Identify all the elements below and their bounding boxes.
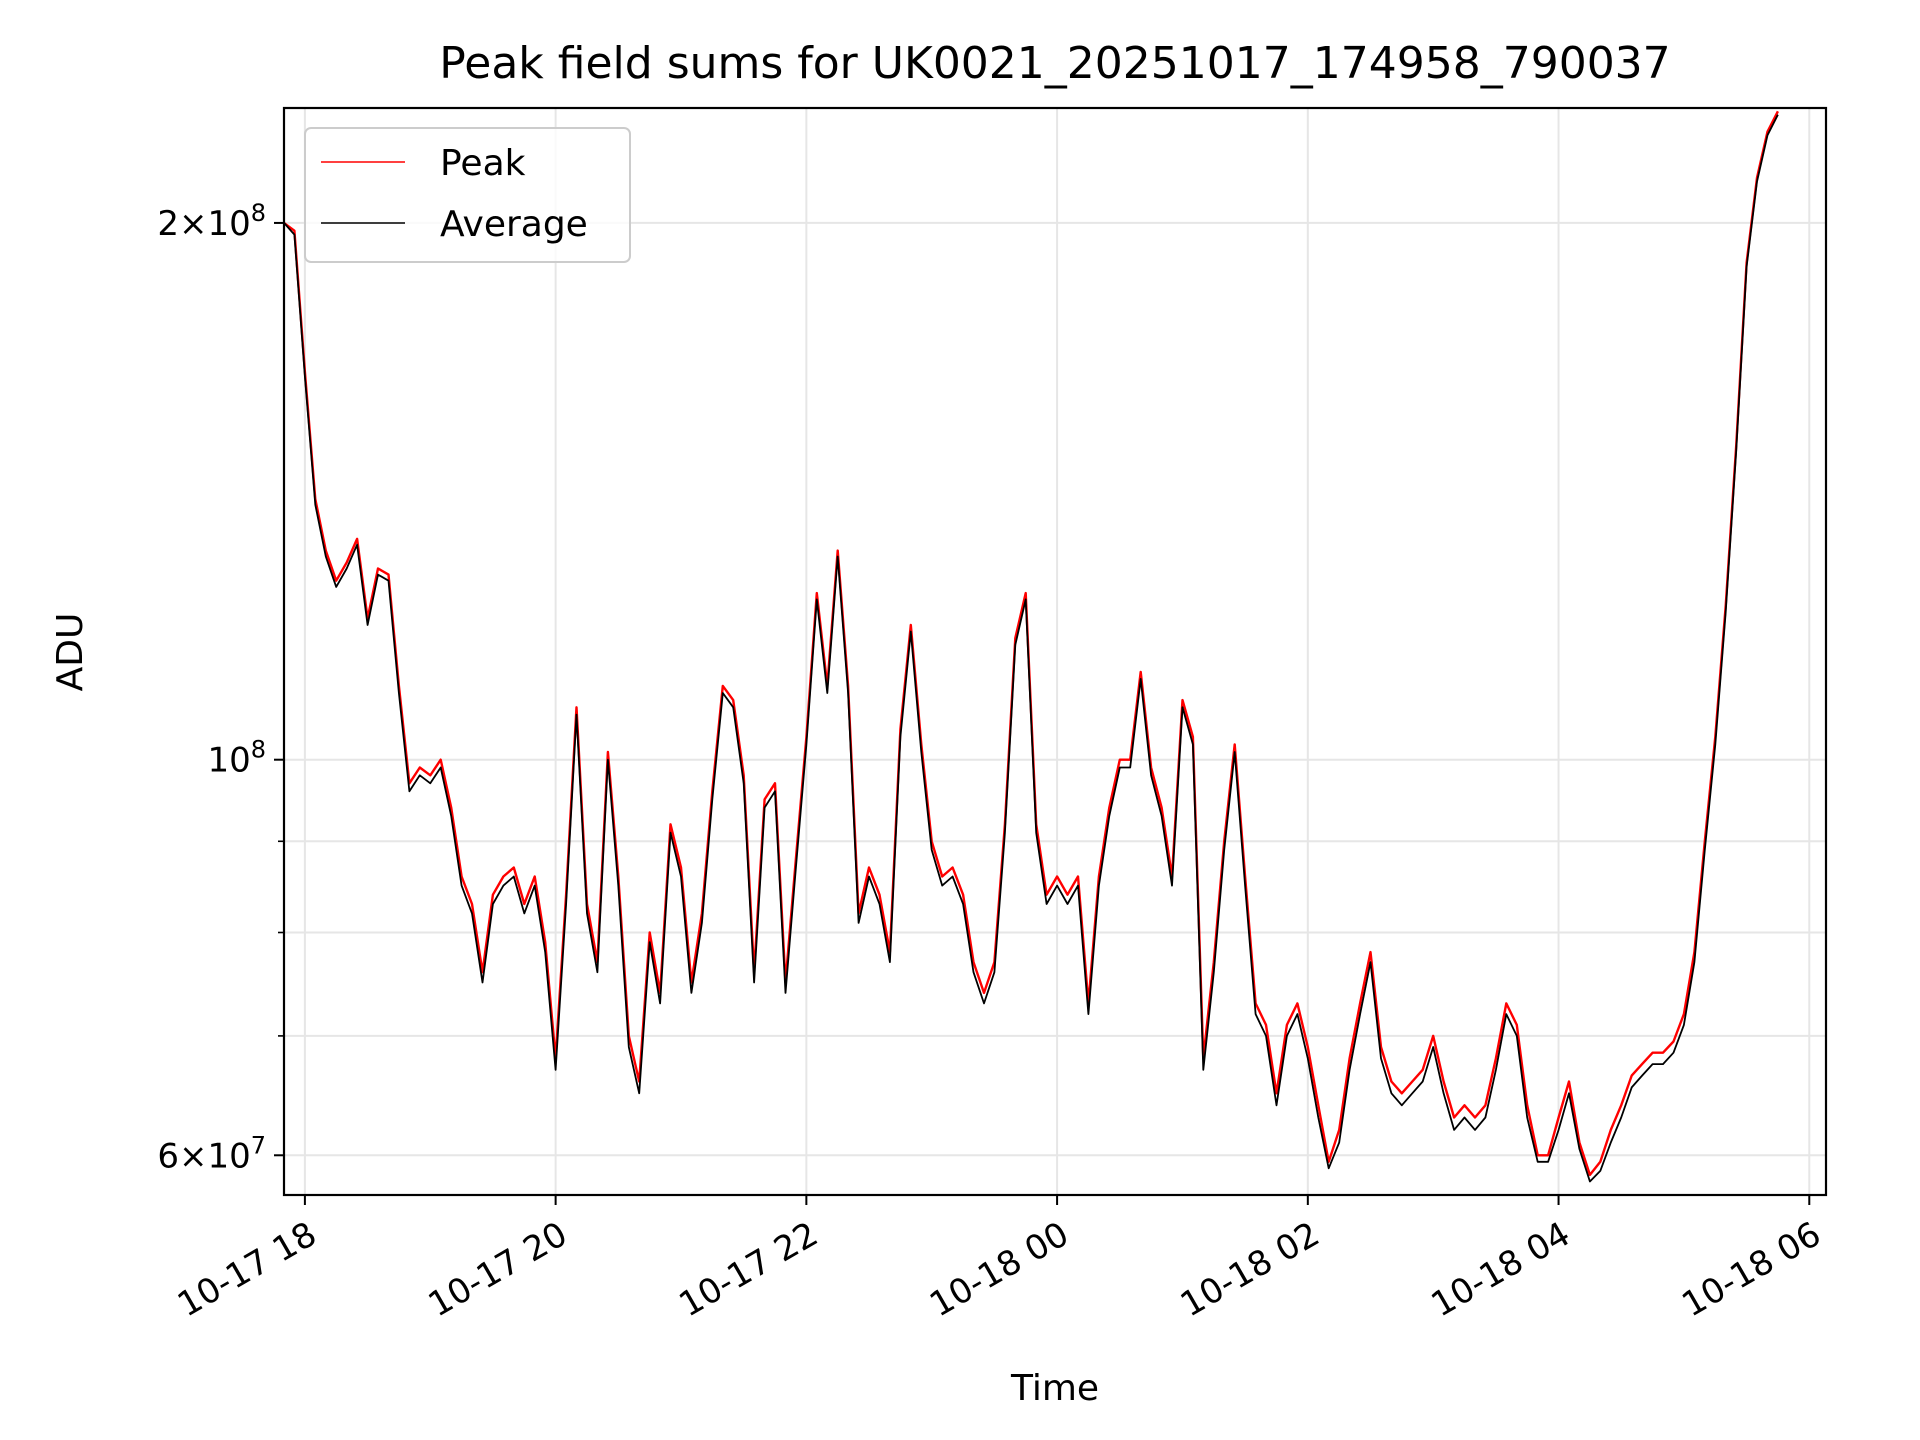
grid	[284, 108, 1826, 1195]
x-axis-label: Time	[1010, 1368, 1099, 1409]
y-tick-label-exponent: 7	[251, 1131, 266, 1159]
y-tick-label-base: 10	[207, 741, 250, 781]
series-line-average	[283, 114, 1779, 1183]
y-axis-label: ADU	[50, 613, 91, 692]
y-tick-label: 108	[207, 736, 266, 781]
y-tick-label-exponent: 8	[251, 736, 266, 764]
y-tick-label: 6×107	[157, 1131, 266, 1176]
plot-area	[283, 110, 1779, 1183]
legend: Peak Average	[304, 127, 631, 263]
legend-label-peak: Peak	[440, 143, 526, 184]
y-tick-label-base: 2×10	[157, 204, 250, 244]
y-tick-label: 2×108	[157, 199, 266, 244]
chart-title: Peak field sums for UK0021_20251017_1749…	[439, 38, 1670, 89]
y-tick-label-base: 6×10	[157, 1136, 250, 1176]
y-tick-label-exponent: 8	[251, 199, 266, 227]
axes-frame	[282, 106, 1828, 1197]
legend-label-average: Average	[440, 204, 588, 245]
